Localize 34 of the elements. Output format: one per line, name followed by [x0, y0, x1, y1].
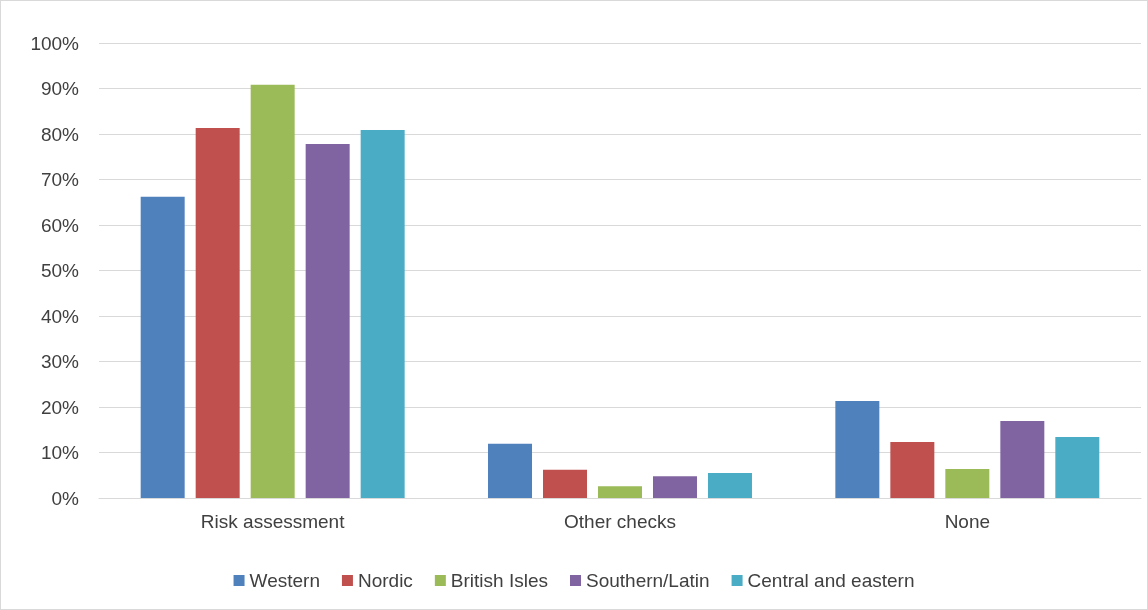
bar	[305, 144, 350, 498]
x-tick-label: Risk assessment	[200, 511, 346, 532]
bar	[653, 476, 697, 498]
bar	[598, 486, 642, 498]
y-tick-label: 10%	[40, 442, 80, 463]
y-tick-label: 70%	[40, 169, 80, 190]
y-tick-label: 40%	[40, 305, 80, 327]
bar	[195, 128, 240, 498]
y-tick-label: 20%	[40, 396, 80, 418]
y-tick-label: 50%	[40, 260, 80, 281]
x-tick-label: Other checks	[564, 511, 676, 532]
legend-label: Nordic	[357, 570, 413, 591]
y-tick-label: 0%	[51, 487, 80, 509]
legend-label: Western	[249, 570, 320, 591]
legend-label: Southern/Latin	[585, 570, 710, 591]
y-tick-label: 80%	[40, 123, 80, 145]
bar	[140, 196, 185, 498]
y-tick-label: 30%	[40, 351, 80, 372]
bar	[488, 443, 533, 498]
x-tick-label: None	[944, 511, 991, 532]
bar	[835, 401, 880, 498]
bar	[360, 129, 405, 498]
y-tick-label: 90%	[40, 78, 80, 99]
legend-label: British Isles	[450, 570, 548, 591]
bar	[890, 442, 935, 498]
bar	[1055, 437, 1100, 498]
y-tick-label: 60%	[40, 214, 80, 236]
y-tick-label: 100%	[30, 32, 80, 54]
bar	[250, 84, 295, 498]
bar	[1000, 421, 1045, 498]
bar	[945, 468, 990, 498]
bar	[543, 469, 587, 498]
legend-label: Central and eastern	[747, 570, 915, 591]
bar	[707, 472, 752, 498]
